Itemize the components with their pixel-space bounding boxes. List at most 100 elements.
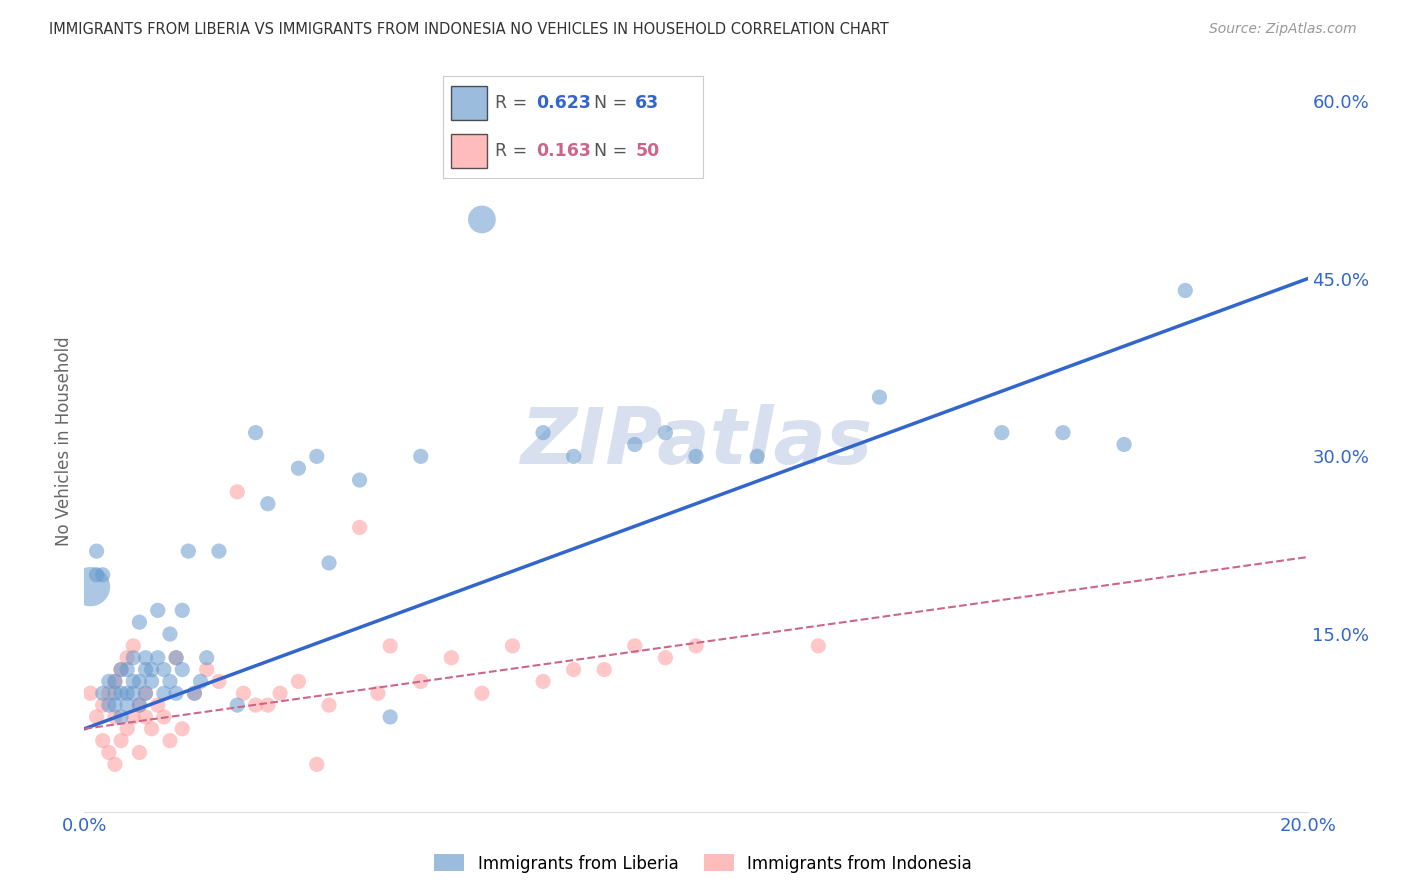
- Point: [159, 733, 181, 747]
- Text: ZIPatlas: ZIPatlas: [520, 403, 872, 480]
- Point: [654, 425, 676, 440]
- FancyBboxPatch shape: [451, 87, 486, 120]
- Point: [110, 663, 132, 677]
- Point: [122, 639, 145, 653]
- Point: [685, 639, 707, 653]
- Point: [380, 710, 402, 724]
- Point: [146, 603, 169, 617]
- Point: [135, 686, 157, 700]
- Point: [183, 686, 205, 700]
- Point: [122, 674, 145, 689]
- Point: [1174, 284, 1197, 298]
- Point: [195, 650, 218, 665]
- Point: [115, 663, 138, 677]
- Point: [153, 686, 176, 700]
- Point: [165, 650, 187, 665]
- Point: [245, 698, 267, 712]
- Point: [115, 722, 138, 736]
- Point: [287, 461, 309, 475]
- Point: [104, 710, 127, 724]
- Point: [471, 686, 494, 700]
- Point: [562, 450, 585, 464]
- Point: [128, 698, 150, 712]
- Point: [257, 497, 280, 511]
- Text: 0.623: 0.623: [537, 94, 592, 112]
- Point: [79, 580, 101, 594]
- Point: [128, 698, 150, 712]
- Point: [110, 686, 132, 700]
- Point: [115, 650, 138, 665]
- Point: [531, 674, 554, 689]
- Point: [128, 674, 150, 689]
- Point: [141, 722, 163, 736]
- Point: [135, 650, 157, 665]
- Point: [1114, 437, 1136, 451]
- Point: [165, 650, 187, 665]
- Point: [624, 639, 647, 653]
- Point: [97, 746, 120, 760]
- Point: [685, 450, 707, 464]
- Text: Source: ZipAtlas.com: Source: ZipAtlas.com: [1209, 22, 1357, 37]
- Point: [226, 484, 249, 499]
- Point: [471, 212, 494, 227]
- Point: [91, 698, 114, 712]
- Point: [153, 663, 176, 677]
- Point: [305, 757, 328, 772]
- Point: [1052, 425, 1074, 440]
- Point: [115, 686, 138, 700]
- Point: [115, 698, 138, 712]
- Point: [226, 698, 249, 712]
- Point: [165, 686, 187, 700]
- Text: N =: N =: [593, 94, 633, 112]
- Point: [104, 686, 127, 700]
- Point: [195, 663, 218, 677]
- Point: [86, 544, 108, 558]
- Point: [208, 544, 231, 558]
- Point: [104, 674, 127, 689]
- Point: [531, 425, 554, 440]
- Point: [146, 650, 169, 665]
- Point: [110, 710, 132, 724]
- Point: [440, 650, 463, 665]
- Point: [91, 686, 114, 700]
- Point: [122, 650, 145, 665]
- Text: 63: 63: [636, 94, 659, 112]
- Point: [409, 674, 432, 689]
- Point: [153, 710, 176, 724]
- Point: [177, 544, 200, 558]
- Point: [208, 674, 231, 689]
- Text: IMMIGRANTS FROM LIBERIA VS IMMIGRANTS FROM INDONESIA NO VEHICLES IN HOUSEHOLD CO: IMMIGRANTS FROM LIBERIA VS IMMIGRANTS FR…: [49, 22, 889, 37]
- Point: [318, 556, 340, 570]
- FancyBboxPatch shape: [451, 135, 486, 168]
- Point: [141, 674, 163, 689]
- Text: R =: R =: [495, 142, 533, 161]
- Point: [104, 674, 127, 689]
- Point: [232, 686, 254, 700]
- Point: [135, 710, 157, 724]
- Point: [91, 733, 114, 747]
- Point: [190, 674, 212, 689]
- Point: [141, 663, 163, 677]
- Point: [869, 390, 891, 404]
- Point: [349, 520, 371, 534]
- Y-axis label: No Vehicles in Household: No Vehicles in Household: [55, 336, 73, 547]
- Point: [807, 639, 830, 653]
- Point: [367, 686, 389, 700]
- Point: [146, 698, 169, 712]
- Point: [128, 615, 150, 630]
- Text: 0.163: 0.163: [537, 142, 592, 161]
- Point: [86, 567, 108, 582]
- Legend: Immigrants from Liberia, Immigrants from Indonesia: Immigrants from Liberia, Immigrants from…: [427, 847, 979, 880]
- Point: [318, 698, 340, 712]
- Point: [91, 567, 114, 582]
- Text: 50: 50: [636, 142, 659, 161]
- Point: [287, 674, 309, 689]
- Point: [349, 473, 371, 487]
- Point: [991, 425, 1014, 440]
- Point: [97, 686, 120, 700]
- Point: [305, 450, 328, 464]
- Point: [159, 674, 181, 689]
- Point: [159, 627, 181, 641]
- Text: R =: R =: [495, 94, 533, 112]
- Point: [409, 450, 432, 464]
